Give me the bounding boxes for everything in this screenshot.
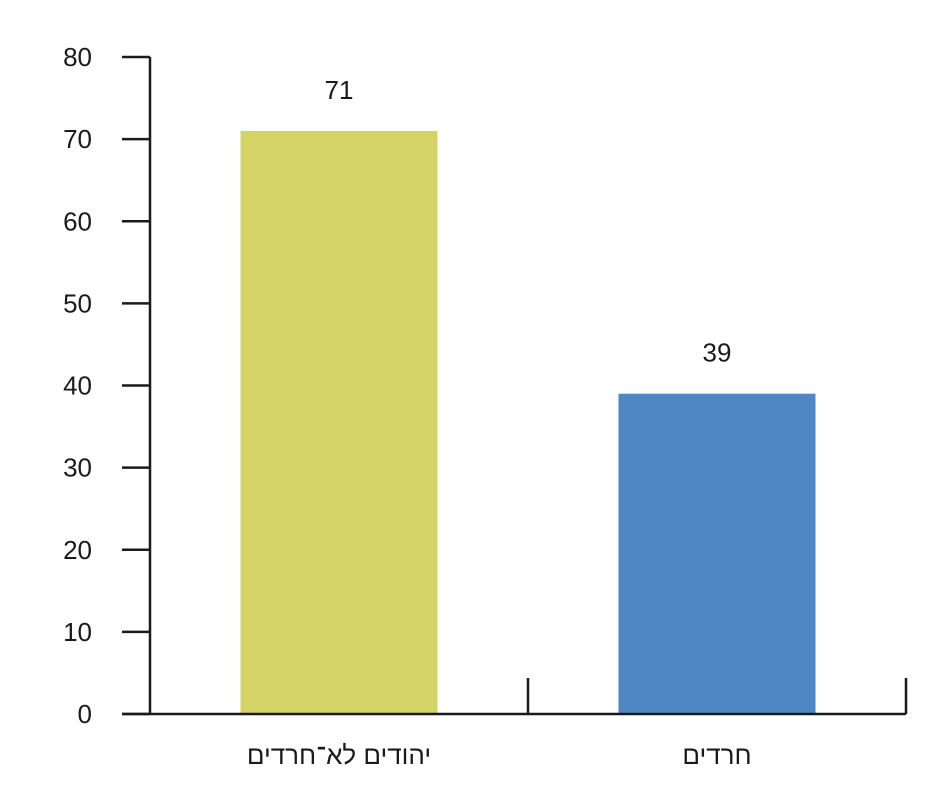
y-tick-label: 70 (63, 124, 92, 154)
axes-group (122, 57, 908, 716)
y-axis-ticks: 0 10 20 30 40 50 60 70 80 (63, 42, 150, 729)
data-label: 39 (703, 338, 732, 368)
y-tick-label: 50 (63, 288, 92, 318)
data-labels-group: 71 39 (325, 75, 732, 368)
category-labels-group: יהודים לא־חרדים חרדים (247, 740, 752, 770)
bar (618, 393, 816, 714)
bar (240, 130, 438, 715)
y-tick-label: 40 (63, 371, 92, 401)
y-tick-label: 0 (78, 699, 92, 729)
category-label: יהודים לא־חרדים (247, 740, 431, 770)
y-tick-label: 10 (63, 617, 92, 647)
category-label: חרדים (682, 740, 751, 770)
y-tick-label: 60 (63, 206, 92, 236)
bars-group (240, 130, 816, 715)
y-tick-label: 30 (63, 453, 92, 483)
y-tick-label: 20 (63, 535, 92, 565)
y-tick-label: 80 (63, 42, 92, 72)
data-label: 71 (325, 75, 354, 105)
